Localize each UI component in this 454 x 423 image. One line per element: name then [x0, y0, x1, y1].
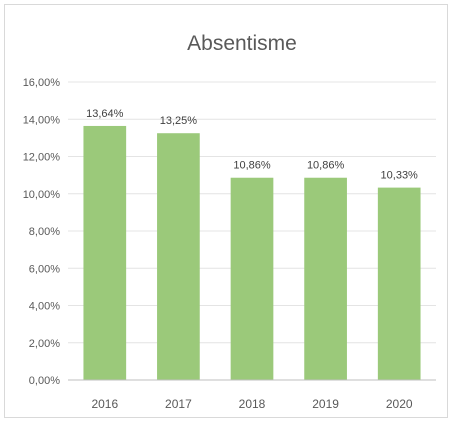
y-axis-tick-labels: 0,00% 2,00% 4,00% 6,00% 8,00% 10,00% 12,00% 14,… — [23, 77, 61, 387]
y-tick-label: 14,00% — [23, 114, 61, 126]
x-category-label: 2018 — [239, 397, 266, 411]
y-tick-label: 6,00% — [29, 263, 60, 275]
bar-2017 — [157, 133, 200, 380]
data-label-2019: 10,86% — [307, 160, 345, 172]
data-label-2016: 13,64% — [86, 108, 124, 120]
x-category-label: 2016 — [91, 397, 118, 411]
bar-2020 — [377, 187, 421, 380]
data-label-2017: 13,25% — [160, 115, 198, 127]
y-tick-label: 0,00% — [29, 375, 60, 387]
y-tick-label: 2,00% — [29, 338, 60, 350]
x-category-label: 2017 — [165, 397, 192, 411]
x-axis-category-labels: 2016 2017 2018 2019 2020 — [91, 397, 412, 411]
y-tick-label: 16,00% — [23, 77, 61, 89]
bar-2019 — [304, 177, 347, 380]
x-category-label: 2019 — [312, 397, 339, 411]
bar-2016 — [83, 125, 127, 380]
y-tick-label: 12,00% — [23, 152, 61, 164]
chart-title: Absentisme — [187, 32, 297, 55]
x-category-label: 2020 — [386, 397, 413, 411]
chart-frame — [4, 4, 448, 418]
data-label-2020: 10,33% — [381, 170, 419, 182]
y-tick-label: 4,00% — [29, 301, 60, 313]
data-labels: 13,64% 13,25% 10,86% 10,86% 10,33% — [86, 108, 418, 182]
y-tick-label: 10,00% — [23, 189, 61, 201]
data-label-2018: 10,86% — [233, 160, 271, 172]
y-tick-label: 8,00% — [29, 226, 60, 238]
bar-2018 — [230, 177, 274, 380]
bars — [83, 125, 421, 380]
